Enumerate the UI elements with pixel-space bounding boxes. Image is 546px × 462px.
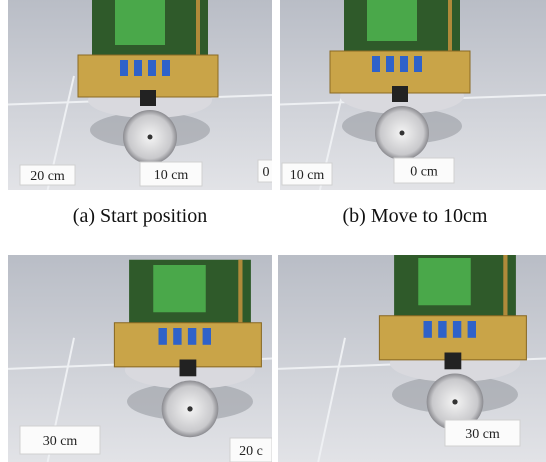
distance-label: 10 cm: [154, 168, 189, 183]
robot-chip: [453, 321, 461, 338]
distance-label: 0: [263, 165, 270, 180]
photo-panel: 30 cm 20 c: [8, 255, 272, 462]
photo-panel: 20 cm 10 cm 0: [8, 0, 274, 190]
robot-chip: [120, 60, 128, 76]
robot-chip: [372, 56, 380, 72]
robot-hub: [452, 399, 457, 404]
robot-sensor: [392, 86, 408, 102]
robot-chip: [188, 328, 196, 345]
robot-chip: [203, 328, 211, 345]
robot-chip: [386, 56, 394, 72]
robot-hub: [148, 135, 153, 140]
robot: [114, 260, 261, 437]
robot-chip: [159, 328, 167, 345]
robot-chip: [148, 60, 156, 76]
figure: 20 cm 10 cm 0 (a) Start position 10 cm 0 cm (b…: [0, 0, 546, 462]
robot-hub: [400, 131, 405, 136]
distance-label: 10 cm: [290, 168, 325, 183]
distance-label: 20 c: [239, 444, 263, 459]
robot-chip: [424, 321, 432, 338]
distance-label: 20 cm: [30, 169, 65, 184]
caption: (b) Move to 10cm: [343, 205, 488, 227]
robot-sensor: [180, 360, 197, 377]
robot-battery: [115, 0, 165, 45]
robot-chip: [134, 60, 142, 76]
robot-sensor: [140, 90, 156, 106]
robot-chip: [438, 321, 446, 338]
robot-hub: [187, 406, 192, 411]
robot-chip: [173, 328, 181, 345]
distance-label: 0 cm: [410, 165, 438, 180]
robot-battery: [418, 258, 471, 305]
robot: [379, 253, 526, 430]
robot-battery: [153, 265, 206, 312]
robot-battery: [367, 0, 417, 41]
photo-panel: 30 cm: [278, 253, 546, 462]
robot-chip: [162, 60, 170, 76]
robot-chip: [468, 321, 476, 338]
distance-label: 30 cm: [43, 434, 78, 449]
caption: (a) Start position: [73, 205, 207, 227]
robot-chip: [414, 56, 422, 72]
distance-label: 30 cm: [465, 427, 500, 442]
robot-sensor: [445, 353, 462, 370]
robot-chip: [400, 56, 408, 72]
robot: [78, 0, 218, 164]
photo-panel: 10 cm 0 cm: [280, 0, 546, 190]
